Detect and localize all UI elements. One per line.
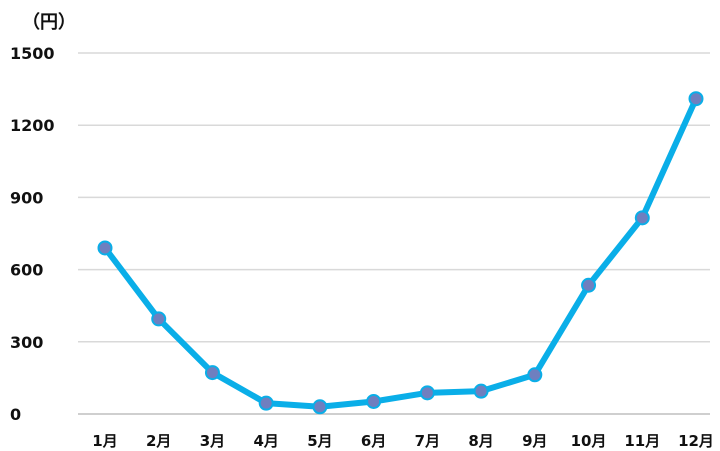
data-point [634,210,650,226]
series-line [102,95,699,410]
x-tick-label: 10月 [571,432,607,450]
data-point [97,240,113,256]
data-point [204,365,220,381]
data-point [473,383,489,399]
series [97,91,704,415]
x-tick-label: 6月 [361,432,386,450]
data-point [688,91,704,107]
x-tick-label: 7月 [415,432,440,450]
x-tick-label: 11月 [624,432,660,450]
x-axis-ticks: 1月 2月 3月 4月 5月 6月 7月 8月 9月 10月 11月 12月 [92,432,714,450]
data-point [366,393,382,409]
y-tick-label: 600 [10,261,43,280]
y-tick-label: 1500 [10,44,55,63]
x-tick-label: 1月 [92,432,117,450]
y-tick-label: 0 [10,405,21,424]
y-tick-label: 900 [10,188,43,207]
y-tick-label: 1200 [10,116,55,135]
x-tick-label: 3月 [200,432,225,450]
x-tick-label: 5月 [307,432,332,450]
x-tick-label: 2月 [146,432,171,450]
x-tick-label: 4月 [253,432,278,450]
x-tick-label: 8月 [468,432,493,450]
data-point [151,311,167,327]
x-tick-label: 9月 [522,432,547,450]
data-point [312,399,328,415]
y-axis-ticks: 0 300 600 900 1200 1500 [10,44,55,424]
data-point [258,395,274,411]
data-point [419,385,435,401]
x-tick-label: 12月 [678,432,714,450]
gridlines [78,52,710,415]
data-point [527,367,543,383]
data-point [581,277,597,293]
y-axis-unit-label: （円） [22,12,76,33]
y-tick-label: 300 [10,333,43,352]
